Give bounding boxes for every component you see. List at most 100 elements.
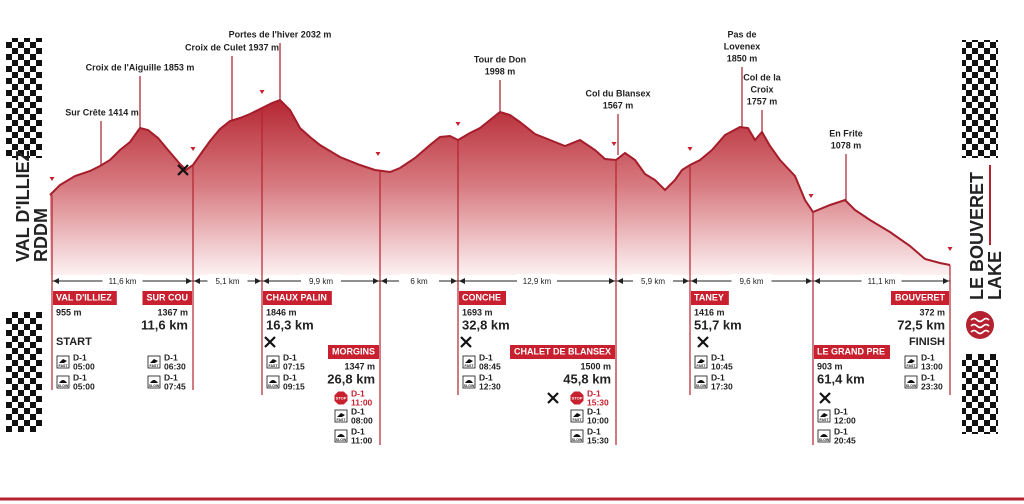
- station-name-box: [263, 291, 332, 305]
- icon-label: SLOW: [268, 384, 279, 388]
- checkered-flag: [962, 40, 998, 158]
- peak-label: En Frite: [829, 128, 863, 138]
- station-name-box: [890, 291, 949, 305]
- icon-label: SLOW: [906, 384, 917, 388]
- profile-line: [49, 98, 951, 266]
- station-name: CHAUX PALIN: [266, 292, 327, 302]
- station-name: SUR COU: [146, 292, 188, 302]
- icon-label: FAST: [820, 418, 830, 422]
- distance-box: [731, 274, 772, 288]
- closed-mark: [177, 164, 189, 176]
- segment-distance: 9,6 km: [739, 277, 763, 286]
- station-label: START: [56, 336, 92, 348]
- profile-area: [50, 100, 950, 275]
- station-altitude: 1500 m: [580, 361, 611, 371]
- slow-time: 11:00: [351, 435, 373, 445]
- station-name-box: [142, 291, 192, 305]
- slow-time: 09:15: [283, 381, 305, 391]
- start-place: VAL D'ILLIEZ: [13, 150, 33, 262]
- runner-glyph: [269, 380, 277, 383]
- slow-day: D-1: [283, 372, 297, 382]
- icon-label: FAST: [465, 364, 475, 368]
- station-name: VAL D'ILLIEZ: [56, 292, 112, 302]
- finish-place: LE BOUVERET: [967, 172, 987, 300]
- segment-distance: 5,1 km: [215, 277, 239, 286]
- station-distance: 61,4 km: [817, 371, 865, 386]
- segment-distance: 9,9 km: [309, 277, 333, 286]
- slow-time: 07:45: [164, 381, 186, 391]
- station-name: CONCHE: [462, 292, 501, 302]
- peak-label: 1078 m: [831, 140, 862, 150]
- station-altitude: 1367 m: [157, 307, 188, 317]
- distance-box: [399, 274, 439, 288]
- slow-day: D-1: [834, 426, 848, 436]
- runner-glyph: [59, 359, 67, 363]
- fast-time: 07:15: [283, 361, 305, 371]
- fast-day: D-1: [587, 406, 601, 416]
- distance-box: [301, 274, 341, 288]
- peak-label: Pas de: [727, 29, 756, 39]
- runner-glyph: [59, 380, 67, 383]
- runner-glyph: [337, 413, 345, 417]
- distance-box: [633, 274, 673, 288]
- stop-day: D-1: [351, 388, 365, 398]
- closed-mark: [819, 392, 831, 404]
- distance-box: [102, 274, 143, 288]
- runner-glyph: [150, 380, 158, 383]
- fast-time: 05:00: [73, 361, 95, 371]
- checkered-flag: [6, 38, 42, 158]
- runner-glyph: [697, 380, 705, 383]
- station-distance: 45,8 km: [563, 371, 611, 386]
- slow-time: 23:30: [921, 381, 943, 391]
- distance-box: [861, 274, 902, 288]
- lake-icon: [966, 311, 994, 339]
- fast-time: 13:00: [921, 361, 943, 371]
- finish-lake: LAKE: [985, 251, 1005, 300]
- station-marker: [947, 247, 953, 251]
- peak-label: Col de la: [743, 72, 782, 82]
- runner-glyph: [573, 413, 581, 417]
- peak-label: Croix: [750, 84, 773, 94]
- station-marker: [49, 177, 55, 181]
- station-label: FINISH: [909, 336, 945, 348]
- icon-label: FAST: [150, 364, 160, 368]
- station-altitude: 1347 m: [344, 361, 375, 371]
- station-name: MORGINS: [332, 346, 375, 356]
- peak-label: 1850 m: [727, 53, 758, 63]
- fast-day: D-1: [479, 352, 493, 362]
- icon-label: FAST: [59, 364, 69, 368]
- station-altitude: 1416 m: [694, 307, 725, 317]
- stop-day: D-1: [587, 388, 601, 398]
- fast-time: 10:45: [711, 361, 733, 371]
- slow-day: D-1: [164, 372, 178, 382]
- icon-label: SLOW: [464, 384, 475, 388]
- peak-label: Croix de Culet 1937 m: [185, 42, 279, 52]
- fast-time: 08:00: [351, 415, 373, 425]
- station-name: TANEY: [694, 292, 724, 302]
- peak-label: Lovenex: [724, 41, 761, 51]
- icon-label: SLOW: [149, 384, 160, 388]
- icon-label: SLOW: [336, 438, 347, 442]
- closed-mark: [697, 336, 709, 348]
- station-name-box: [459, 291, 507, 305]
- station-distance: 16,3 km: [266, 317, 314, 332]
- icon-label: STOP: [336, 396, 347, 401]
- station-altitude: 955 m: [56, 307, 82, 317]
- peak-label: Portes de l'hiver 2032 m: [229, 29, 332, 39]
- segment-distance: 11,6 km: [109, 277, 137, 286]
- icon-label: STOP: [572, 396, 583, 401]
- slow-time: 15:30: [587, 435, 609, 445]
- slow-time: 05:00: [73, 381, 95, 391]
- station-name-box: [327, 345, 379, 359]
- icon-label: FAST: [573, 418, 583, 422]
- runner-glyph: [337, 434, 345, 437]
- closed-mark: [547, 392, 559, 404]
- runner-glyph: [269, 359, 277, 363]
- distance-box: [207, 274, 248, 288]
- closed-mark: [264, 336, 276, 348]
- station-name-box: [509, 345, 615, 359]
- slow-day: D-1: [587, 426, 601, 436]
- station-marker: [611, 142, 617, 146]
- station-marker: [808, 194, 814, 198]
